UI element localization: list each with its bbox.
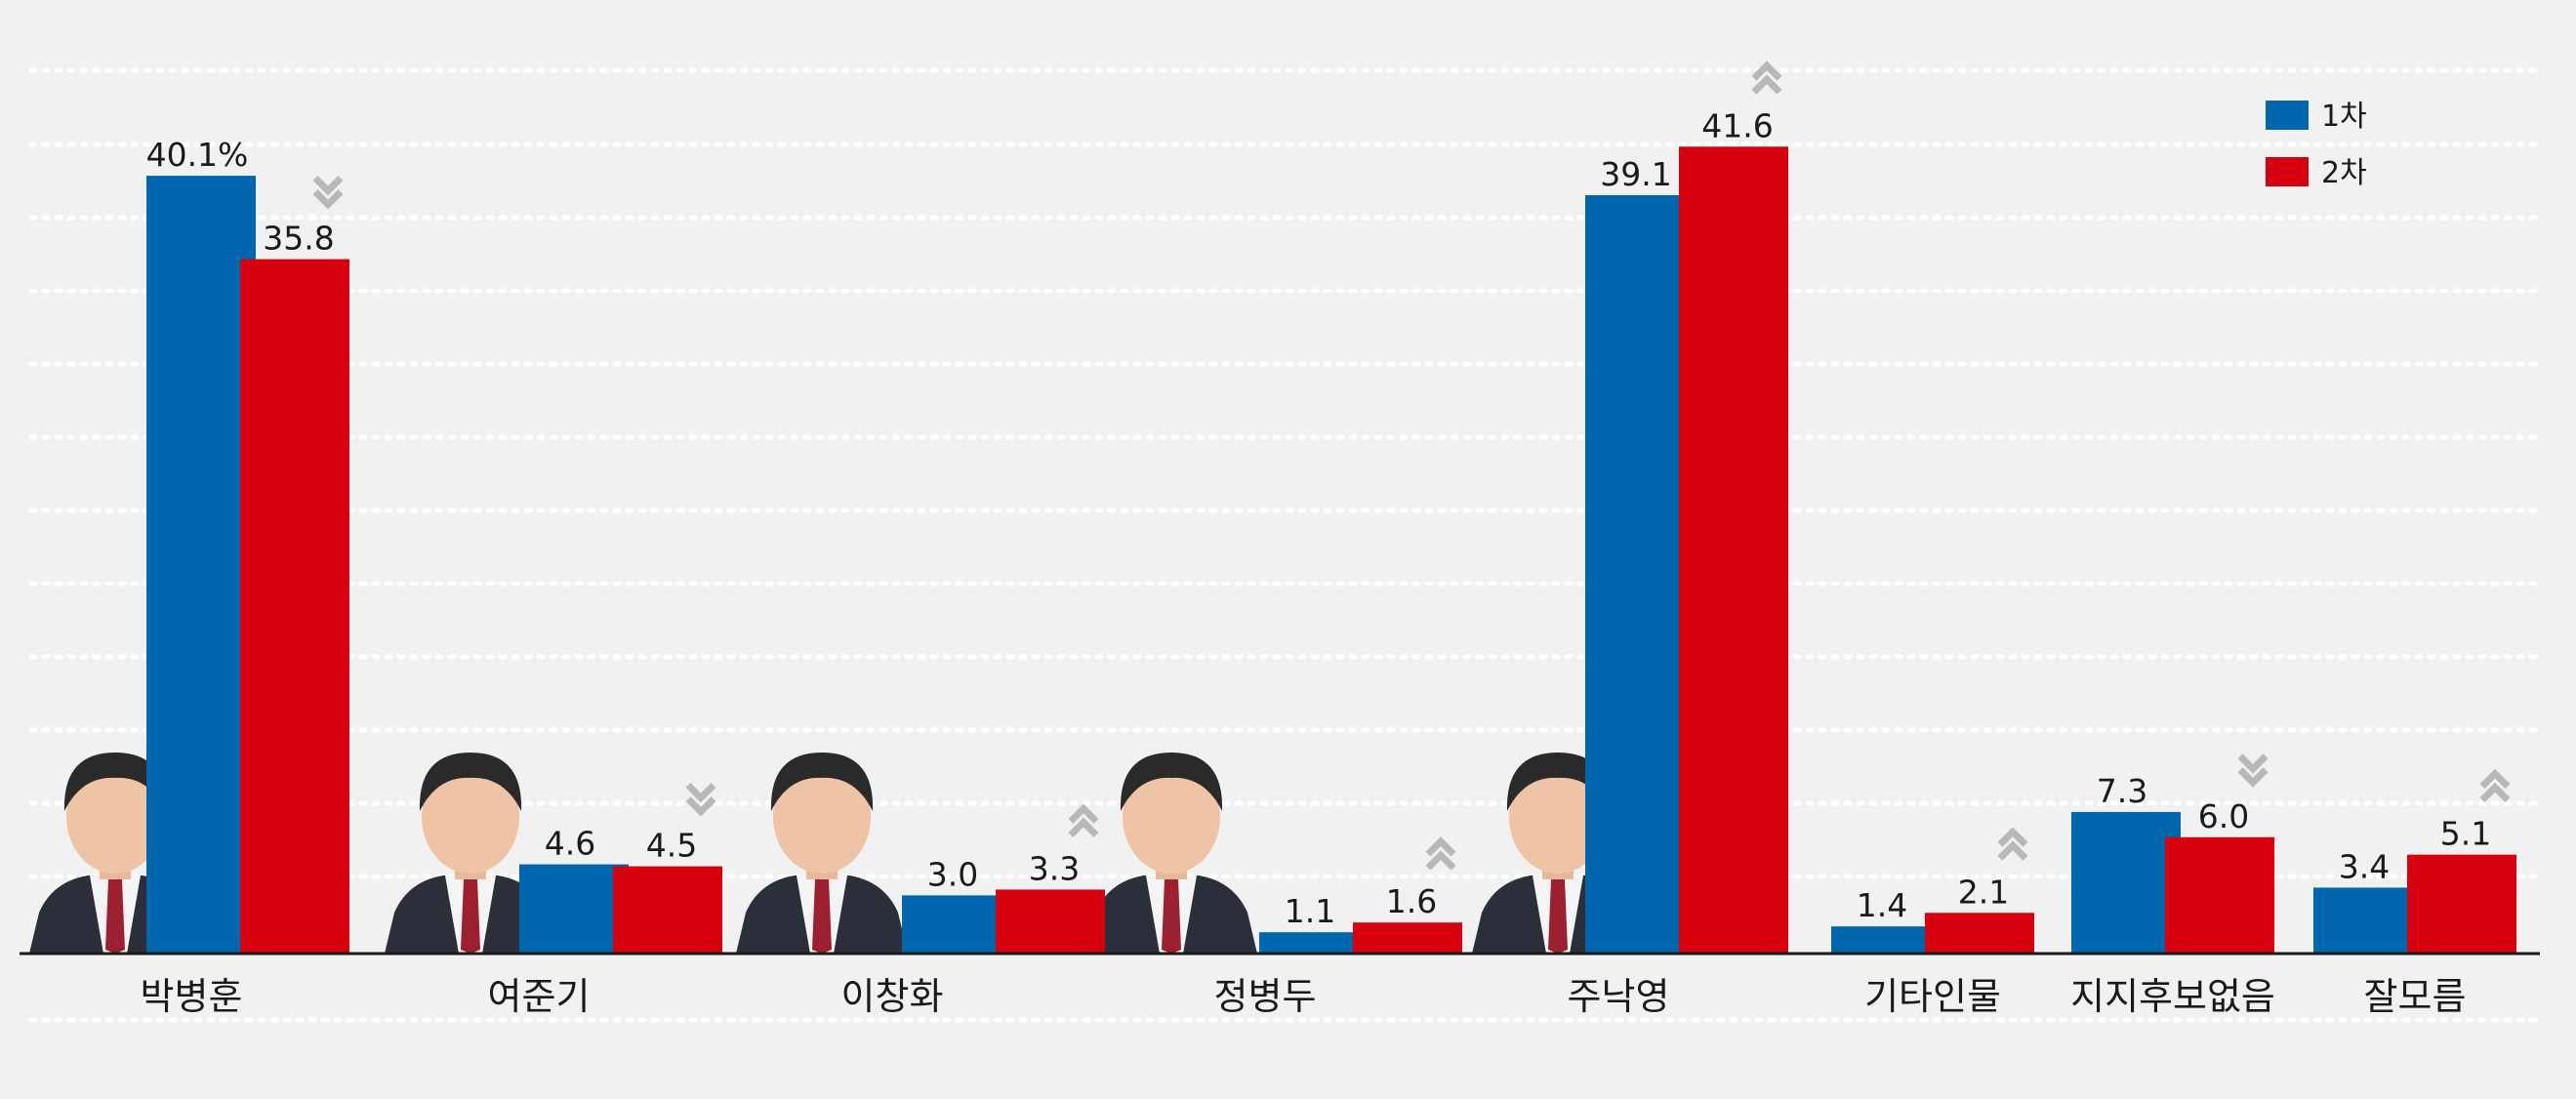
category-label: 박병훈 (141, 975, 243, 1018)
photo-tie (1162, 879, 1181, 954)
bar (240, 259, 349, 954)
bar (1679, 146, 1788, 955)
category-label: 기타인물 (1864, 975, 2001, 1018)
photo-face (66, 760, 164, 874)
trend-down-icon (312, 176, 344, 210)
bar (2165, 836, 2274, 954)
category-label: 이창화 (841, 975, 944, 1018)
data-label: 41.6 (1701, 106, 1773, 144)
photo-hair (419, 753, 522, 811)
photo-hair (1120, 753, 1223, 811)
photo-hair (1506, 753, 1610, 811)
bar (146, 176, 256, 955)
photo-hair (770, 753, 874, 811)
trend-up-icon (2479, 768, 2511, 803)
bar (1585, 194, 1695, 954)
trend-down-icon (2237, 753, 2269, 788)
bar (1353, 922, 1462, 954)
legend-label: 1차 (2321, 100, 2367, 134)
bar (2407, 854, 2516, 954)
legend-label: 2차 (2321, 156, 2367, 190)
photo-tie (105, 879, 125, 954)
trend-up-icon (1997, 827, 2028, 861)
category-label: 정병두 (1214, 975, 1317, 1018)
photo-tie (461, 879, 480, 954)
photo-tie (812, 879, 832, 954)
bar (1925, 913, 2034, 954)
bar (1831, 926, 1941, 954)
data-label: 4.5 (646, 827, 697, 865)
data-label: 2.1 (1958, 873, 2009, 911)
data-label: 7.3 (2097, 772, 2147, 810)
photo-tie (1548, 879, 1568, 954)
legend: 1차 2차 (2266, 100, 2367, 190)
trend-down-icon (685, 783, 716, 817)
data-label: 6.0 (2198, 797, 2249, 835)
data-label: 35.8 (263, 220, 334, 258)
bar (2313, 887, 2423, 954)
data-label: 1.6 (1386, 882, 1437, 920)
data-label: 3.3 (1029, 849, 1080, 887)
candidate-photo (736, 753, 908, 954)
bar (613, 866, 722, 954)
data-label: 4.6 (545, 825, 595, 863)
category-label: 여준기 (488, 975, 591, 1018)
photo-face (422, 760, 519, 874)
candidate-photo (385, 753, 556, 954)
data-label: 39.1 (1600, 155, 1671, 193)
photo-hair (63, 753, 167, 811)
candidate-photo (1085, 753, 1257, 954)
category-label: 지지후보없음 (2070, 975, 2275, 1018)
bar (1259, 932, 1369, 954)
bar (996, 889, 1105, 954)
data-label: 1.4 (1857, 886, 1907, 924)
photo-face (773, 760, 871, 874)
photo-face (1123, 760, 1220, 874)
data-label: 3.4 (2339, 847, 2390, 885)
trend-up-icon (1068, 803, 1099, 837)
data-label: 40.1% (146, 136, 249, 174)
data-label: 3.0 (927, 855, 978, 893)
legend-swatch (2266, 101, 2309, 130)
category-label: 주낙영 (1568, 975, 1670, 1018)
trend-up-icon (1751, 61, 1782, 95)
category-label: 잘모름 (2364, 975, 2467, 1018)
data-label: 5.1 (2440, 815, 2491, 853)
data-label: 1.1 (1285, 892, 1335, 930)
photo-face (1509, 760, 1607, 874)
legend-swatch (2266, 157, 2309, 186)
bar (519, 864, 629, 954)
bar (2071, 811, 2181, 954)
trend-up-icon (1425, 836, 1456, 871)
bar (902, 895, 1011, 954)
